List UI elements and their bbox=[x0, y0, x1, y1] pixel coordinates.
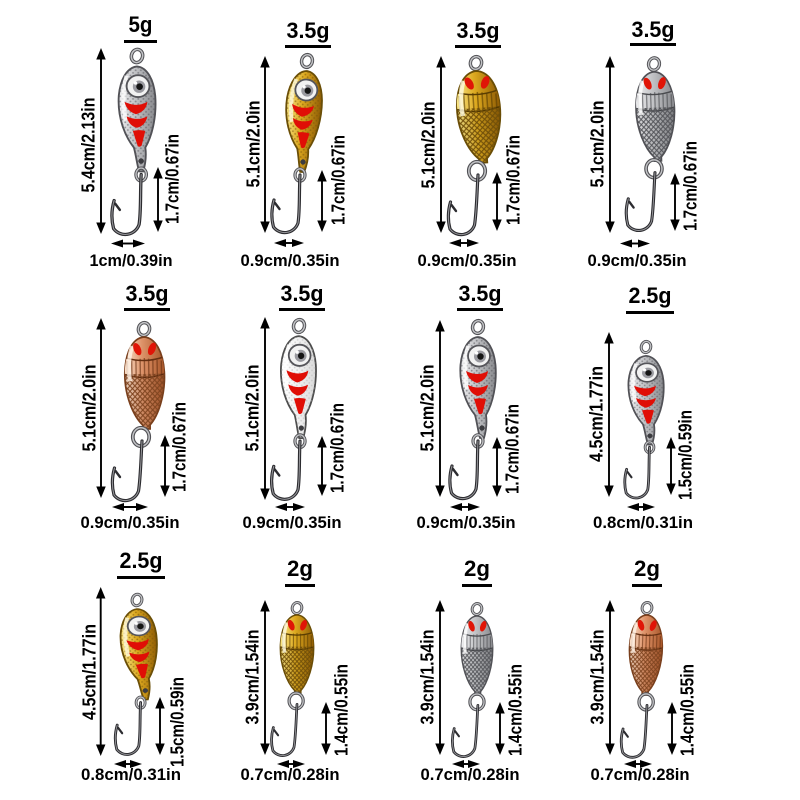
svg-text:4.5cm/1.77in: 4.5cm/1.77in bbox=[587, 366, 607, 462]
svg-text:1.7cm/0.67in: 1.7cm/0.67in bbox=[681, 141, 701, 231]
svg-text:1.5cm/0.59in: 1.5cm/0.59in bbox=[168, 677, 188, 767]
svg-text:3.5g: 3.5g bbox=[459, 281, 502, 306]
svg-text:1.7cm/0.67in: 1.7cm/0.67in bbox=[328, 403, 348, 493]
svg-text:3.5g: 3.5g bbox=[287, 18, 330, 43]
svg-text:0.9cm/0.35in: 0.9cm/0.35in bbox=[241, 251, 340, 270]
svg-text:1cm/0.39in: 1cm/0.39in bbox=[90, 251, 173, 270]
svg-text:3.5g: 3.5g bbox=[126, 281, 169, 306]
svg-text:0.9cm/0.35in: 0.9cm/0.35in bbox=[81, 513, 180, 532]
svg-text:0.8cm/0.31in: 0.8cm/0.31in bbox=[81, 765, 181, 784]
svg-text:1.7cm/0.67in: 1.7cm/0.67in bbox=[504, 135, 524, 225]
svg-text:1.7cm/0.67in: 1.7cm/0.67in bbox=[163, 134, 183, 224]
svg-text:3.9cm/1.54in: 3.9cm/1.54in bbox=[588, 630, 608, 725]
svg-text:1.7cm/0.67in: 1.7cm/0.67in bbox=[503, 404, 523, 494]
svg-text:3.5g: 3.5g bbox=[632, 17, 675, 42]
svg-text:2.5g: 2.5g bbox=[120, 548, 163, 573]
svg-text:3.5g: 3.5g bbox=[457, 18, 500, 43]
svg-text:4.5cm/1.77in: 4.5cm/1.77in bbox=[80, 624, 100, 720]
svg-text:1.7cm/0.67in: 1.7cm/0.67in bbox=[170, 402, 190, 492]
svg-text:0.7cm/0.28in: 0.7cm/0.28in bbox=[241, 765, 340, 784]
svg-text:5.1cm/2.0in: 5.1cm/2.0in bbox=[418, 365, 438, 452]
svg-text:0.9cm/0.35in: 0.9cm/0.35in bbox=[588, 251, 687, 270]
svg-text:1.5cm/0.59in: 1.5cm/0.59in bbox=[676, 410, 696, 500]
svg-text:2.5g: 2.5g bbox=[629, 283, 672, 308]
svg-text:0.9cm/0.35in: 0.9cm/0.35in bbox=[243, 513, 342, 532]
svg-text:3.9cm/1.54in: 3.9cm/1.54in bbox=[243, 630, 263, 725]
svg-text:0.9cm/0.35in: 0.9cm/0.35in bbox=[418, 251, 517, 270]
svg-text:0.8cm/0.31in: 0.8cm/0.31in bbox=[593, 513, 693, 532]
svg-text:0.7cm/0.28in: 0.7cm/0.28in bbox=[421, 765, 520, 784]
svg-text:1.4cm/0.55in: 1.4cm/0.55in bbox=[506, 664, 526, 756]
svg-text:0.7cm/0.28in: 0.7cm/0.28in bbox=[591, 765, 690, 784]
svg-text:2g: 2g bbox=[464, 556, 490, 581]
svg-text:5.1cm/2.0in: 5.1cm/2.0in bbox=[588, 101, 608, 188]
svg-text:3.5g: 3.5g bbox=[281, 281, 324, 306]
svg-text:5.1cm/2.0in: 5.1cm/2.0in bbox=[244, 101, 264, 188]
svg-text:5g: 5g bbox=[129, 12, 153, 37]
svg-text:0.9cm/0.35in: 0.9cm/0.35in bbox=[417, 513, 516, 532]
svg-text:3.9cm/1.54in: 3.9cm/1.54in bbox=[418, 630, 438, 725]
svg-text:1.4cm/0.55in: 1.4cm/0.55in bbox=[678, 664, 698, 756]
svg-text:5.4cm/2.13in: 5.4cm/2.13in bbox=[79, 98, 99, 193]
svg-text:5.1cm/2.0in: 5.1cm/2.0in bbox=[80, 365, 100, 452]
svg-text:5.1cm/2.0in: 5.1cm/2.0in bbox=[243, 365, 263, 452]
svg-text:2g: 2g bbox=[287, 556, 313, 581]
svg-text:1.4cm/0.55in: 1.4cm/0.55in bbox=[332, 664, 352, 756]
svg-text:1.7cm/0.67in: 1.7cm/0.67in bbox=[329, 135, 349, 225]
svg-text:5.1cm/2.0in: 5.1cm/2.0in bbox=[419, 102, 439, 189]
svg-text:2g: 2g bbox=[634, 556, 660, 581]
